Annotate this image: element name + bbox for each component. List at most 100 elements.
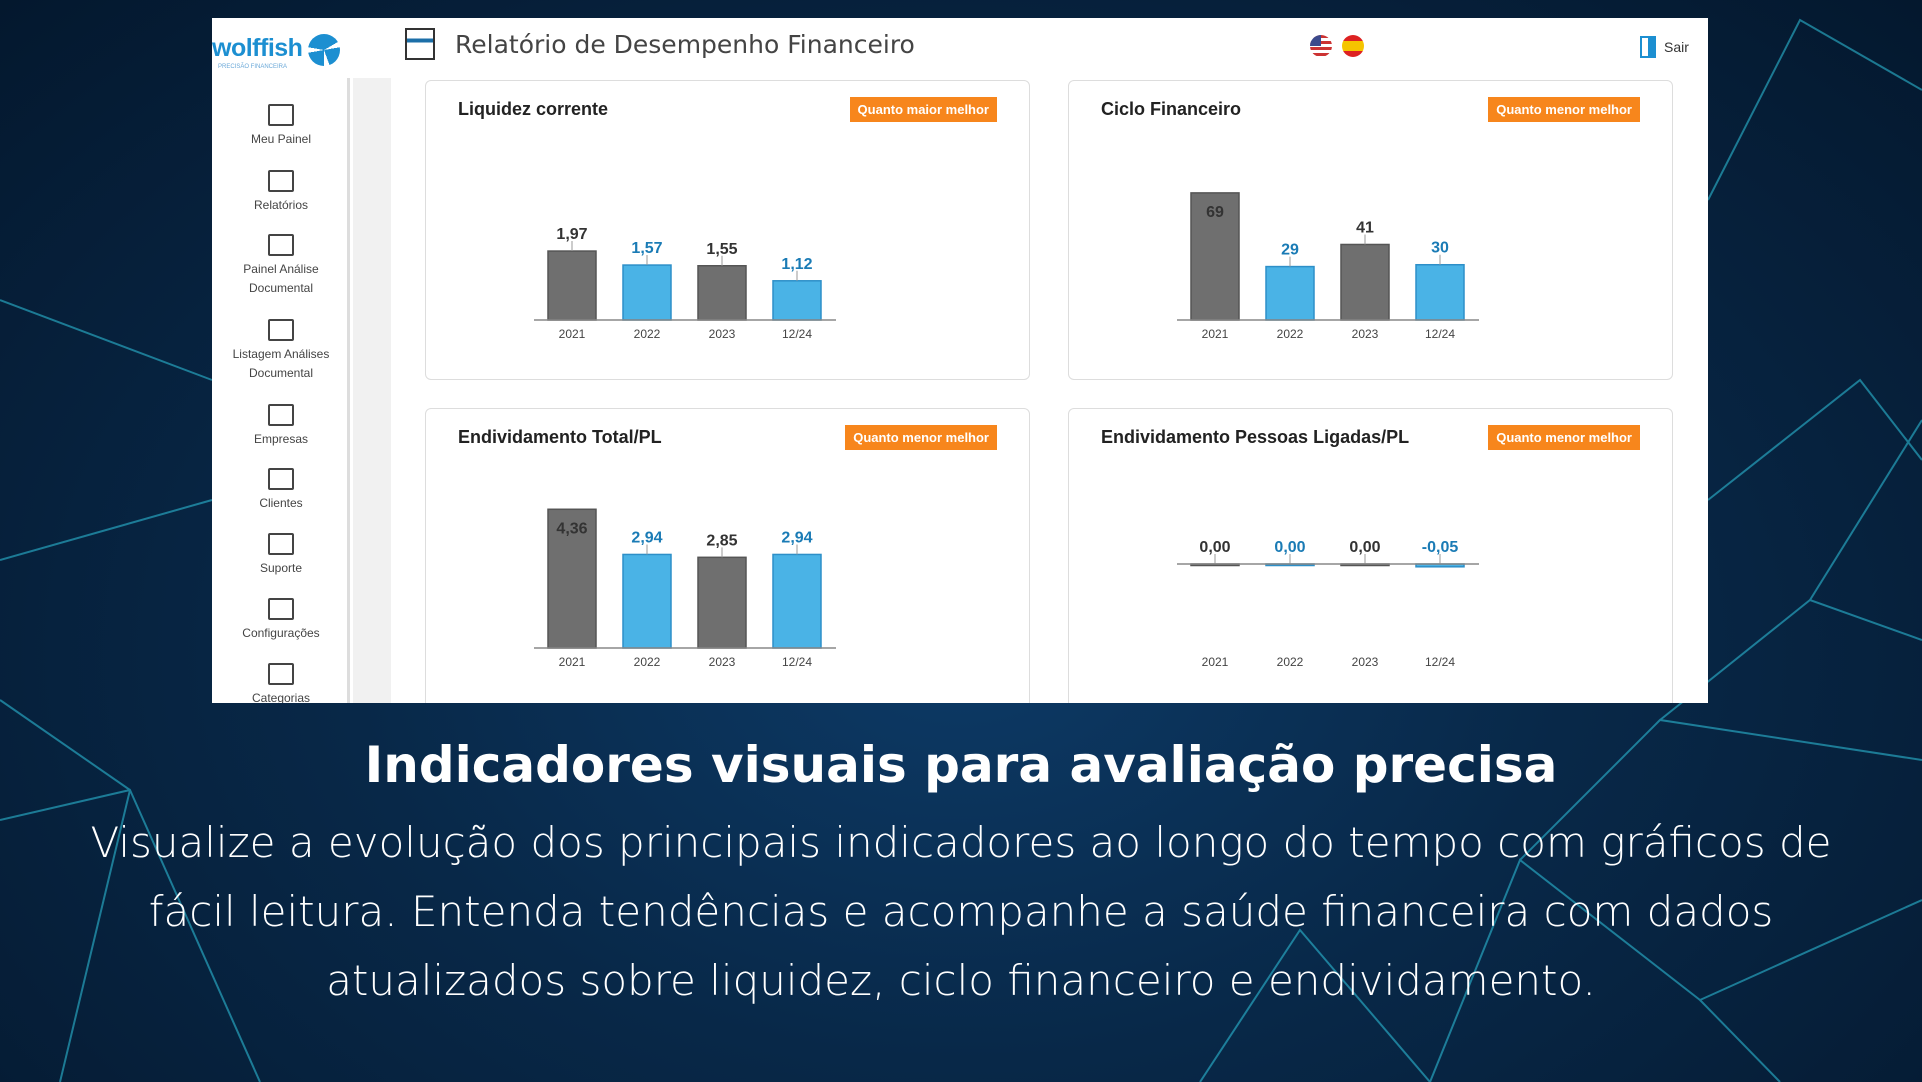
sidebar: Meu Painel Relatórios Painel Análise Docum… [212, 78, 350, 703]
monitor-icon [268, 319, 294, 341]
bar-chart: 1,97 2021 1,57 2022 1,55 2023 1,12 12/24 [534, 226, 836, 341]
sidebar-item-label: Empresas [253, 432, 309, 446]
bar[interactable] [1190, 192, 1240, 321]
data-label: 0,00 [1199, 539, 1230, 556]
monitor-icon [268, 104, 294, 126]
gear-icon [268, 598, 294, 620]
chart-card: Liquidez corrente Quanto maior melhor 1,97… [425, 80, 1030, 380]
sidebar-item-empresas[interactable]: Empresas [212, 404, 350, 449]
bar[interactable] [1415, 263, 1465, 321]
data-label: 1,55 [706, 241, 737, 258]
data-label: -0,05 [1422, 539, 1459, 556]
bar[interactable] [697, 265, 747, 321]
bar[interactable] [622, 553, 672, 649]
x-tick-label: 2023 [1352, 655, 1379, 669]
data-label: 0,00 [1349, 539, 1380, 556]
chart-title: Endividamento Pessoas Ligadas/PL [1101, 427, 1410, 447]
chart-badge: Quanto menor melhor [1488, 97, 1640, 122]
app-window: wolffish PRECISÃO FINANCEIRA Relatório d… [212, 18, 1708, 703]
x-tick-label: 2023 [709, 327, 736, 341]
logo-text: wolffish [212, 34, 303, 62]
monitor-icon [268, 234, 294, 256]
bar[interactable] [1265, 265, 1315, 321]
report-icon [405, 28, 435, 60]
page-title: Relatório de Desempenho Financeiro [455, 30, 915, 59]
logout-label: Sair [1664, 39, 1689, 55]
bar-chart: 4,36 2021 2,94 2022 2,85 2023 2,94 12/24 [534, 508, 836, 669]
data-label: 29 [1281, 242, 1299, 259]
sidebar-item-label: Relatórios [253, 198, 309, 212]
sidebar-item-label: Listagem Análises Documental [232, 347, 330, 380]
data-label: 0,00 [1274, 539, 1305, 556]
sidebar-item-clientes[interactable]: Clientes [212, 468, 350, 513]
chart-badge: Quanto menor melhor [845, 425, 997, 450]
data-label: 1,57 [631, 240, 662, 257]
data-label: 41 [1356, 219, 1374, 236]
chart-badge: Quanto menor melhor [1488, 425, 1640, 450]
caption-headline: Indicadores visuais para avaliação preci… [364, 736, 1558, 794]
data-label: 2,85 [706, 532, 737, 549]
chart-title: Endividamento Total/PL [458, 427, 662, 447]
x-tick-label: 2022 [1277, 327, 1304, 341]
data-label: 1,12 [781, 256, 812, 273]
bar-chart: 0,00 2021 0,00 2022 0,00 2023 -0,05 12/24 [1177, 539, 1479, 669]
sidebar-item-meu-painel[interactable]: Meu Painel [212, 104, 350, 149]
sidebar-item-painel-an-lise-documental[interactable]: Painel Análise Documental [212, 234, 350, 298]
chart-title: Ciclo Financeiro [1101, 99, 1242, 119]
bar[interactable] [1340, 243, 1390, 321]
logout-button[interactable]: Sair [1640, 36, 1689, 58]
x-tick-label: 2021 [1202, 327, 1229, 341]
spain-flag-icon[interactable] [1342, 35, 1364, 57]
x-tick-label: 2022 [634, 327, 661, 341]
x-tick-label: 2022 [1277, 655, 1304, 669]
chart-badge: Quanto maior melhor [849, 97, 997, 122]
logo[interactable]: wolffish PRECISÃO FINANCEIRA [212, 34, 342, 74]
x-tick-label: 12/24 [782, 655, 812, 669]
chart-title: Liquidez corrente [458, 99, 609, 119]
x-tick-label: 2021 [559, 655, 586, 669]
data-label: 2,94 [631, 529, 662, 546]
bar[interactable] [697, 556, 747, 649]
bar[interactable] [547, 250, 597, 321]
sidebar-item-listagem-an-lises-documental[interactable]: Listagem Análises Documental [212, 319, 350, 383]
x-tick-label: 2022 [634, 655, 661, 669]
bar[interactable] [772, 280, 822, 321]
sidebar-item-label: Categorias [251, 691, 311, 703]
sidebar-item-label: Meu Painel [250, 132, 312, 146]
factory-icon [268, 404, 294, 426]
x-tick-label: 2023 [1352, 327, 1379, 341]
x-tick-label: 12/24 [1425, 655, 1455, 669]
caption-body: Visualize a evolução dos principais indi… [90, 818, 1832, 1005]
chart-card: Endividamento Pessoas Ligadas/PL Quanto m… [1068, 408, 1673, 703]
document-icon [268, 663, 294, 685]
bar[interactable] [547, 508, 597, 649]
bar-chart: 69 2021 29 2022 41 2023 30 12/24 [1177, 192, 1479, 341]
sidebar-item-label: Painel Análise Documental [243, 262, 319, 295]
x-tick-label: 12/24 [782, 327, 812, 341]
sidebar-item-label: Configurações [242, 626, 320, 640]
door-icon [1640, 36, 1656, 58]
sidebar-divider [353, 78, 391, 703]
bar[interactable] [622, 264, 672, 321]
us-flag-icon[interactable] [1310, 35, 1332, 57]
bar[interactable] [772, 553, 822, 649]
sidebar-item-configura-es[interactable]: Configurações [212, 598, 350, 643]
data-label: 2,94 [781, 529, 812, 546]
sidebar-item-label: Clientes [259, 496, 303, 510]
data-label: 30 [1431, 240, 1449, 257]
fish-logo-icon [308, 34, 340, 66]
logo-tagline: PRECISÃO FINANCEIRA [218, 64, 288, 70]
sidebar-item-label: Suporte [259, 561, 303, 575]
x-tick-label: 12/24 [1425, 327, 1455, 341]
x-tick-label: 2021 [1202, 655, 1229, 669]
x-tick-label: 2021 [559, 327, 586, 341]
support-icon [268, 533, 294, 555]
sidebar-item-suporte[interactable]: Suporte [212, 533, 350, 578]
sidebar-item-categorias[interactable]: Categorias [212, 663, 350, 703]
data-label: 4,36 [556, 520, 587, 537]
x-tick-label: 2023 [709, 655, 736, 669]
header: wolffish PRECISÃO FINANCEIRA Relatório d… [212, 18, 1708, 78]
sidebar-item-relat-rios[interactable]: Relatórios [212, 170, 350, 215]
report-icon [268, 170, 294, 192]
